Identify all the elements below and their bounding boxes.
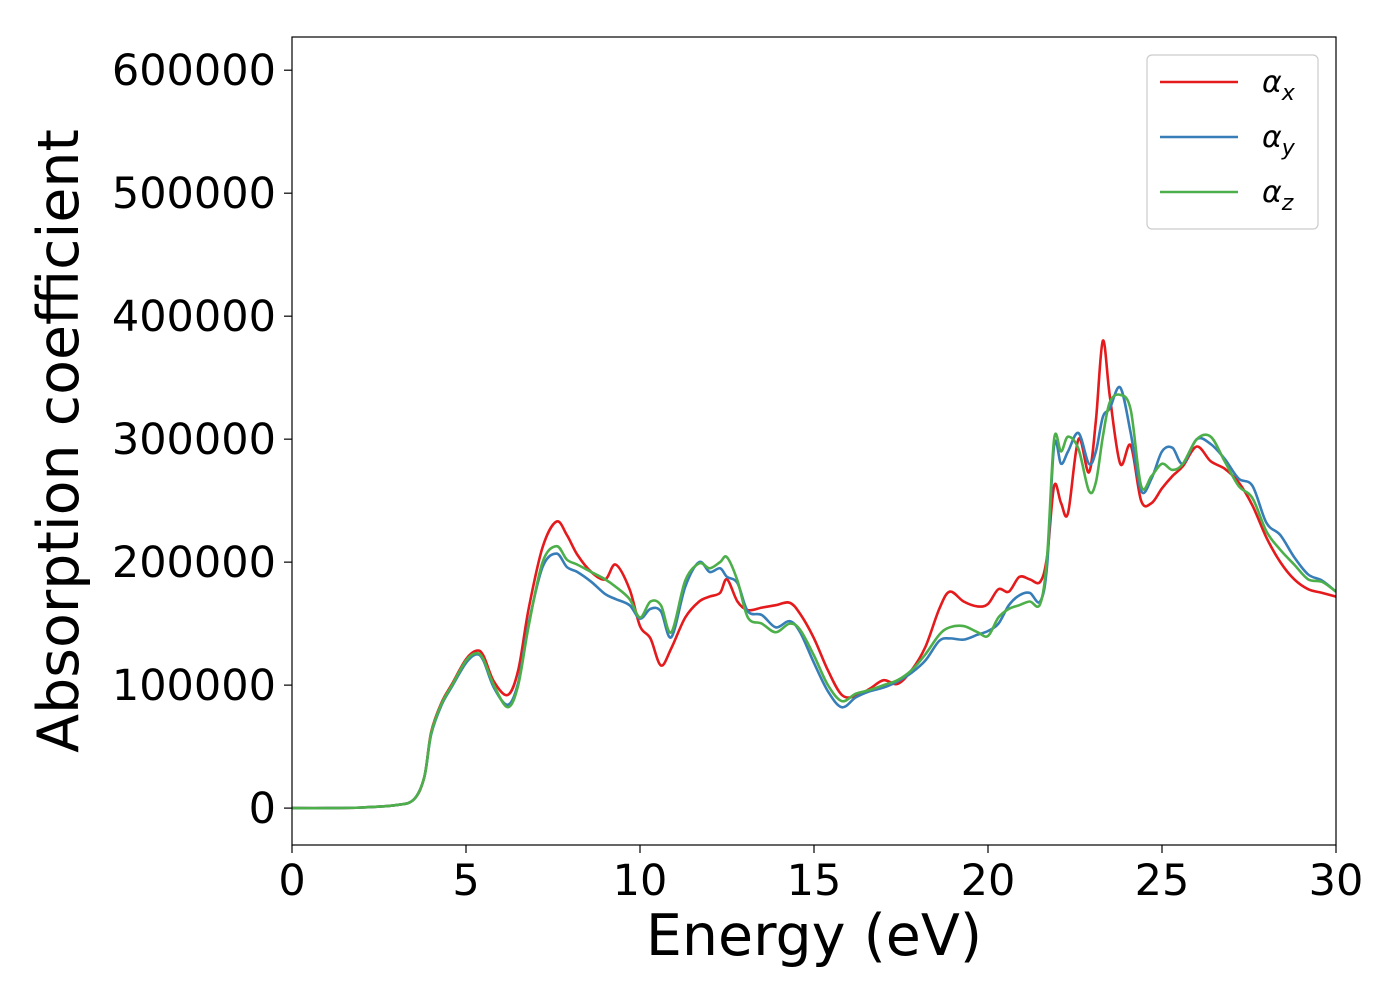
y-tick-label: 100000 [112, 661, 276, 711]
y-tick-label: 0 [249, 784, 276, 834]
legend-symbol: α [1262, 120, 1282, 155]
x-tick-label: 30 [1309, 856, 1364, 906]
y-axis-title: Absorption coefficient [26, 129, 92, 753]
legend-label-x: αx [1262, 65, 1296, 106]
x-tick-label: 5 [452, 856, 479, 906]
legend-symbol: α [1262, 175, 1282, 210]
legend-subscript: y [1281, 136, 1296, 161]
x-axis-title: Energy (eV) [646, 903, 982, 969]
y-tick-label: 400000 [112, 292, 276, 342]
y-axis: 0 100000 200000 300000 400000 500000 600000 [112, 46, 292, 834]
x-tick-label: 15 [787, 856, 842, 906]
legend-subscript: z [1281, 191, 1294, 216]
x-tick-label: 0 [278, 856, 305, 906]
y-tick-label: 300000 [112, 415, 276, 465]
legend-symbol: α [1262, 65, 1282, 100]
legend-label-z: αz [1262, 175, 1294, 216]
y-tick-label: 500000 [112, 169, 276, 219]
y-tick-label: 200000 [112, 538, 276, 588]
series-layer [292, 339, 1336, 810]
y-tick-label: 600000 [112, 46, 276, 96]
legend-label-y: αy [1262, 120, 1296, 161]
x-tick-label: 20 [961, 856, 1016, 906]
legend-subscript: x [1281, 81, 1296, 106]
x-axis: 0 5 10 15 20 25 30 [278, 845, 1363, 906]
legend-box [1146, 54, 1319, 230]
x-tick-label: 25 [1135, 856, 1190, 906]
series-line-z [292, 393, 1336, 810]
x-tick-label: 10 [613, 856, 668, 906]
